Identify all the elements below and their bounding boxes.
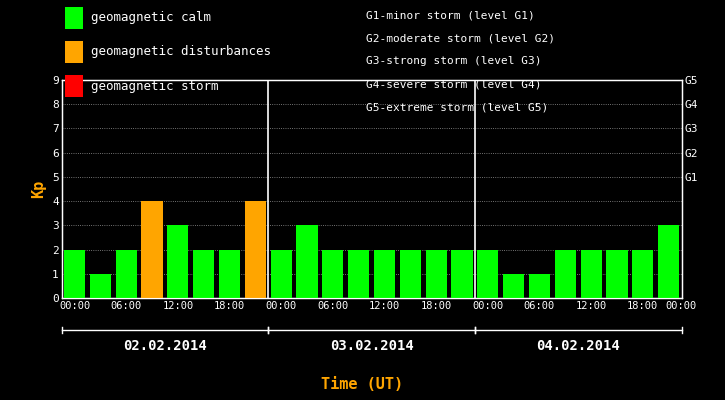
Bar: [632, 250, 653, 298]
Text: G3-strong storm (level G3): G3-strong storm (level G3): [366, 56, 542, 66]
Bar: [297, 225, 318, 298]
Bar: [270, 250, 291, 298]
Text: geomagnetic storm: geomagnetic storm: [91, 80, 218, 92]
Bar: [581, 250, 602, 298]
Text: geomagnetic calm: geomagnetic calm: [91, 12, 211, 24]
Text: 03.02.2014: 03.02.2014: [330, 339, 413, 353]
Bar: [167, 225, 188, 298]
Bar: [426, 250, 447, 298]
Bar: [606, 250, 628, 298]
Bar: [141, 201, 162, 298]
Bar: [452, 250, 473, 298]
Text: G2-moderate storm (level G2): G2-moderate storm (level G2): [366, 33, 555, 43]
Bar: [374, 250, 395, 298]
Text: G5-extreme storm (level G5): G5-extreme storm (level G5): [366, 103, 548, 113]
Bar: [245, 201, 266, 298]
Bar: [90, 274, 111, 298]
Bar: [219, 250, 240, 298]
Text: 04.02.2014: 04.02.2014: [536, 339, 620, 353]
Bar: [529, 274, 550, 298]
Text: G4-severe storm (level G4): G4-severe storm (level G4): [366, 80, 542, 90]
Y-axis label: Kp: Kp: [32, 180, 46, 198]
Bar: [658, 225, 679, 298]
Text: geomagnetic disturbances: geomagnetic disturbances: [91, 46, 270, 58]
Bar: [555, 250, 576, 298]
Bar: [503, 274, 524, 298]
Bar: [348, 250, 369, 298]
Bar: [193, 250, 215, 298]
Bar: [64, 250, 85, 298]
Bar: [477, 250, 498, 298]
Text: G1-minor storm (level G1): G1-minor storm (level G1): [366, 10, 535, 20]
Bar: [399, 250, 421, 298]
Text: Time (UT): Time (UT): [321, 377, 404, 392]
Bar: [115, 250, 137, 298]
Text: 02.02.2014: 02.02.2014: [123, 339, 207, 353]
Bar: [322, 250, 344, 298]
